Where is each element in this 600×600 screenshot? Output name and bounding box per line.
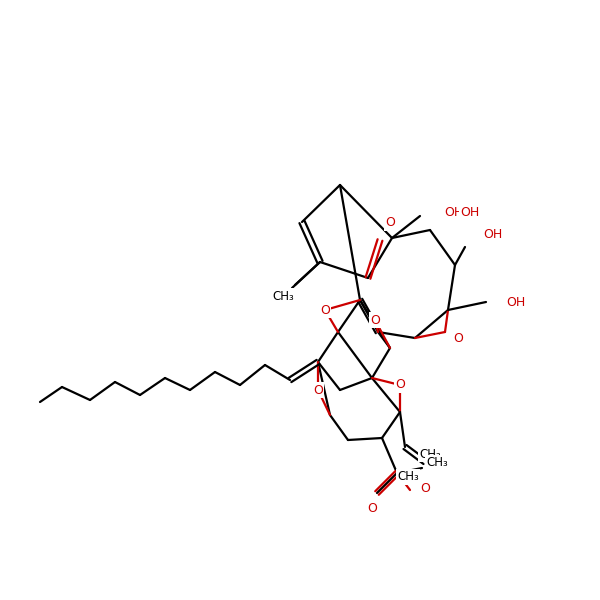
Text: OH: OH — [506, 295, 525, 308]
Text: OH: OH — [483, 229, 502, 241]
Text: CH₃: CH₃ — [272, 289, 294, 302]
Text: O: O — [367, 502, 377, 514]
Text: O: O — [453, 331, 463, 344]
Text: O: O — [370, 313, 380, 326]
Text: CH₃: CH₃ — [426, 457, 448, 469]
Text: CH₃: CH₃ — [397, 470, 419, 484]
Text: OH: OH — [460, 205, 479, 218]
Text: O: O — [395, 379, 405, 391]
Text: O: O — [420, 481, 430, 494]
Text: OH: OH — [444, 205, 463, 218]
Text: O: O — [385, 217, 395, 229]
Text: O: O — [313, 383, 323, 397]
Text: O: O — [320, 304, 330, 317]
Text: CH₂: CH₂ — [419, 448, 441, 461]
